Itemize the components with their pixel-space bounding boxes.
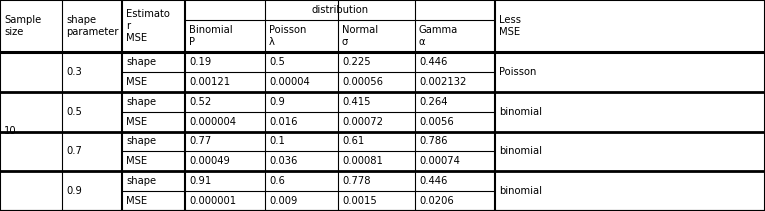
Text: 0.77: 0.77 <box>189 137 211 146</box>
Text: 0.61: 0.61 <box>342 137 364 146</box>
Text: 0.19: 0.19 <box>189 57 211 67</box>
Text: 0.225: 0.225 <box>342 57 370 67</box>
Text: shape
parameter: shape parameter <box>66 15 119 37</box>
Text: 0.002132: 0.002132 <box>419 77 467 87</box>
Text: 0.00004: 0.00004 <box>269 77 310 87</box>
Text: 0.786: 0.786 <box>419 137 448 146</box>
Text: MSE: MSE <box>126 156 147 166</box>
Text: Poisson
λ: Poisson λ <box>269 25 306 47</box>
Text: 0.016: 0.016 <box>269 116 298 127</box>
Text: 0.446: 0.446 <box>419 176 448 186</box>
Text: 10: 10 <box>4 127 17 137</box>
Text: 0.00049: 0.00049 <box>189 156 229 166</box>
Text: MSE: MSE <box>126 196 147 206</box>
Text: Normal
σ: Normal σ <box>342 25 378 47</box>
Text: Sample
size: Sample size <box>4 15 41 37</box>
Text: 0.7: 0.7 <box>66 146 82 156</box>
Text: Poisson: Poisson <box>499 67 536 77</box>
Text: 0.00081: 0.00081 <box>342 156 382 166</box>
Text: 0.91: 0.91 <box>189 176 211 186</box>
Text: 0.1: 0.1 <box>269 137 285 146</box>
Text: Less
MSE: Less MSE <box>499 15 521 37</box>
Text: Estimato
r
MSE: Estimato r MSE <box>126 9 170 43</box>
Text: 0.9: 0.9 <box>269 97 285 107</box>
Text: 0.0015: 0.0015 <box>342 196 376 206</box>
Text: 0.3: 0.3 <box>66 67 82 77</box>
Text: 0.00056: 0.00056 <box>342 77 383 87</box>
Text: MSE: MSE <box>126 77 147 87</box>
Text: 0.009: 0.009 <box>269 196 298 206</box>
Text: 0.6: 0.6 <box>269 176 285 186</box>
Text: binomial: binomial <box>499 107 542 117</box>
Text: 0.00072: 0.00072 <box>342 116 383 127</box>
Text: 0.000001: 0.000001 <box>189 196 236 206</box>
Text: 0.778: 0.778 <box>342 176 370 186</box>
Text: Binomial
P: Binomial P <box>189 25 233 47</box>
Text: 0.264: 0.264 <box>419 97 448 107</box>
Text: 0.52: 0.52 <box>189 97 211 107</box>
Text: binomial: binomial <box>499 186 542 196</box>
Text: shape: shape <box>126 137 156 146</box>
Text: distribution: distribution <box>311 5 369 15</box>
Text: Gamma
α: Gamma α <box>419 25 458 47</box>
Text: 0.5: 0.5 <box>66 107 82 117</box>
Text: MSE: MSE <box>126 116 147 127</box>
Text: shape: shape <box>126 97 156 107</box>
Text: 0.9: 0.9 <box>66 186 82 196</box>
Text: 0.00121: 0.00121 <box>189 77 230 87</box>
Text: shape: shape <box>126 176 156 186</box>
Text: 0.036: 0.036 <box>269 156 298 166</box>
Text: binomial: binomial <box>499 146 542 156</box>
Text: shape: shape <box>126 57 156 67</box>
Text: 0.415: 0.415 <box>342 97 370 107</box>
Text: 0.0206: 0.0206 <box>419 196 454 206</box>
Text: 0.000004: 0.000004 <box>189 116 236 127</box>
Text: 0.446: 0.446 <box>419 57 448 67</box>
Text: 0.5: 0.5 <box>269 57 285 67</box>
Text: 0.0056: 0.0056 <box>419 116 454 127</box>
Text: 0.00074: 0.00074 <box>419 156 460 166</box>
